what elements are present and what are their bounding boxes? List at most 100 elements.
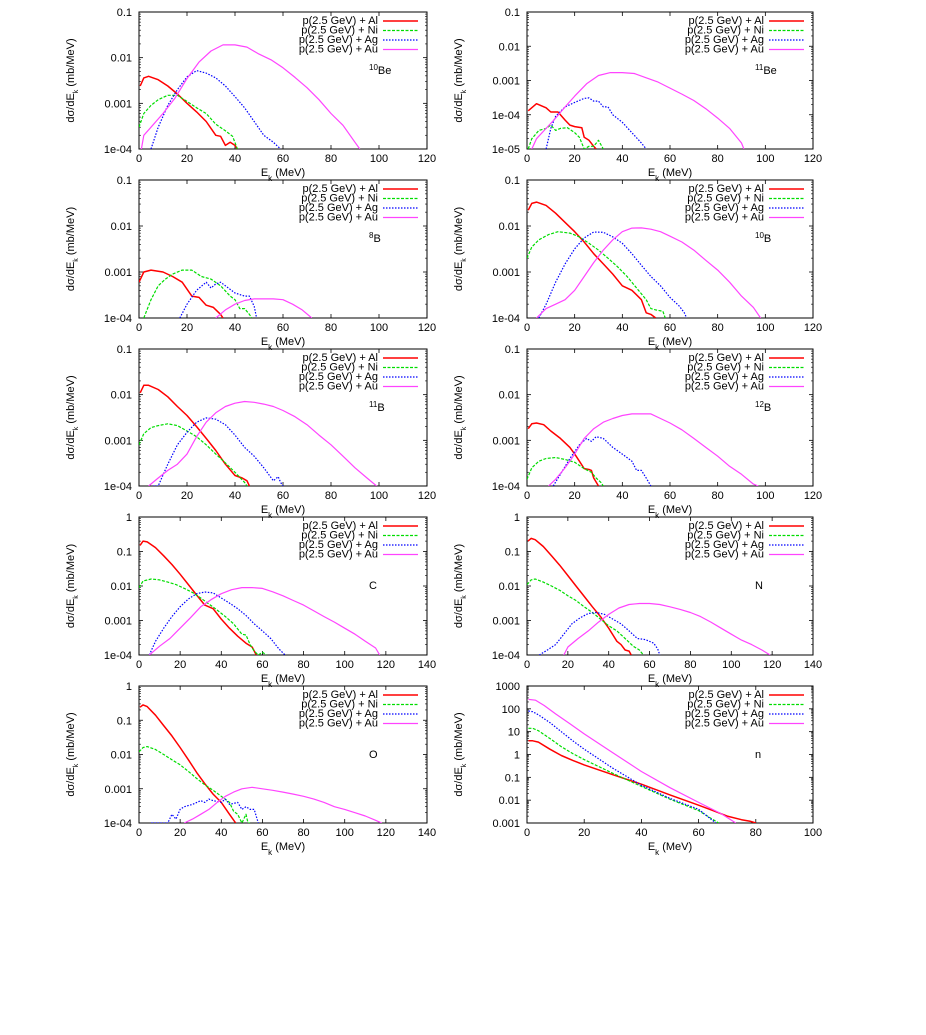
series-line: [527, 231, 666, 318]
plot-frame: [138, 11, 428, 150]
x-tick-label: 20: [569, 490, 581, 502]
x-tick-label: 40: [229, 322, 241, 334]
y-axis-label: dσ/dEk (mb/MeV): [453, 375, 468, 459]
x-tick-label: 100: [756, 490, 774, 502]
series-line: [528, 740, 757, 823]
x-tick-label: 120: [418, 153, 436, 165]
x-axis-label: Ek (MeV): [648, 167, 692, 183]
series-line: [179, 281, 258, 318]
x-tick-label: 20: [578, 827, 590, 839]
legend-label: p(2.5 GeV) + Ni: [301, 362, 378, 374]
series-line: [527, 124, 604, 149]
legend-label: p(2.5 GeV) + Au: [685, 718, 764, 730]
y-tick-label: 0.001: [492, 616, 520, 628]
y-tick-label: 100: [502, 704, 520, 716]
x-tick-label: 20: [569, 153, 581, 165]
nucleus-label: 12B: [755, 400, 771, 415]
x-tick-label: 80: [297, 659, 309, 671]
nucleus-label: 10B: [755, 231, 771, 246]
y-tick-label: 1: [126, 681, 132, 693]
panel-C: 0 20 40 60 80 100 120 140 1e-04 0.001 0.01 0.1 1 Ek (…: [65, 512, 436, 689]
x-tick-label: 40: [616, 490, 628, 502]
x-tick-label: 20: [569, 322, 581, 334]
series-line: [528, 698, 737, 823]
y-tick-label: 0.01: [111, 750, 132, 762]
legend-label: p(2.5 GeV) + Ni: [687, 362, 764, 374]
y-tick-label: 1: [126, 512, 132, 524]
y-tick-label: 0.001: [104, 616, 132, 628]
x-tick-label: 100: [722, 659, 740, 671]
y-tick-label: 10: [508, 727, 520, 739]
y-tick-label: 0.1: [117, 7, 132, 19]
x-tick-label: 0: [136, 490, 142, 502]
legend-label: p(2.5 GeV) + Ag: [685, 202, 764, 214]
nucleus-label: 11Be: [755, 63, 777, 78]
legend-label: p(2.5 GeV) + Al: [688, 15, 764, 27]
x-tick-label: 80: [684, 659, 696, 671]
legend-label: p(2.5 GeV) + Au: [685, 44, 764, 56]
legend-label: p(2.5 GeV) + Ni: [687, 530, 764, 542]
legend-label: p(2.5 GeV) + Al: [302, 183, 378, 195]
series-line: [531, 71, 745, 149]
y-tick-label: 1: [514, 512, 520, 524]
legend-label: p(2.5 GeV) + Au: [685, 549, 764, 561]
legend-label: p(2.5 GeV) + Ag: [299, 34, 378, 46]
x-tick-label: 0: [136, 827, 142, 839]
series-line: [563, 602, 771, 655]
x-tick-label: 60: [277, 153, 289, 165]
plot-frame: [138, 179, 428, 319]
legend-label: p(2.5 GeV) + Ni: [687, 25, 764, 37]
x-tick-label: 80: [712, 490, 724, 502]
y-tick-label: 0.01: [499, 581, 520, 593]
x-axis-label: Ek (MeV): [261, 336, 305, 352]
x-tick-label: 60: [664, 153, 676, 165]
series-line: [150, 69, 282, 149]
legend-label: p(2.5 GeV) + Al: [688, 183, 764, 195]
legend-label: p(2.5 GeV) + Au: [299, 381, 378, 393]
x-tick-label: 140: [418, 659, 436, 671]
y-tick-label: 0.001: [104, 435, 132, 447]
legend-label: p(2.5 GeV) + Al: [302, 352, 378, 364]
y-axis-label: dσ/dEk (mb/MeV): [65, 544, 80, 628]
y-tick-label: 0.01: [111, 221, 132, 233]
series-line: [139, 75, 239, 149]
legend-label: p(2.5 GeV) + Al: [302, 520, 378, 532]
y-tick-label: 0.01: [499, 221, 520, 233]
series-line: [184, 786, 382, 823]
legend-label: p(2.5 GeV) + Au: [299, 549, 378, 561]
legend-label: p(2.5 GeV) + Au: [299, 44, 378, 56]
y-tick-label: 0.01: [111, 53, 132, 65]
legend-label: p(2.5 GeV) + Au: [685, 381, 764, 393]
x-tick-label: 60: [664, 490, 676, 502]
y-tick-label: 0.1: [117, 547, 132, 559]
legend-label: p(2.5 GeV) + Ni: [301, 530, 378, 542]
y-axis-label: dσ/dEk (mb/MeV): [453, 712, 468, 796]
legend-label: p(2.5 GeV) + Ni: [687, 193, 764, 205]
x-tick-label: 80: [712, 322, 724, 334]
legend-label: p(2.5 GeV) + Al: [688, 352, 764, 364]
y-tick-label: 1e-04: [104, 650, 132, 662]
y-tick-label: 1e-04: [104, 313, 132, 325]
y-axis-label: dσ/dEk (mb/MeV): [65, 375, 80, 459]
y-tick-label: 0.01: [111, 581, 132, 593]
series-line: [527, 422, 600, 486]
x-tick-label: 40: [229, 153, 241, 165]
legend-label: p(2.5 GeV) + Ni: [301, 699, 378, 711]
x-tick-label: 0: [524, 659, 530, 671]
series-line: [148, 586, 381, 655]
x-tick-label: 140: [418, 827, 436, 839]
legend-label: p(2.5 GeV) + Au: [299, 212, 378, 224]
x-tick-label: 100: [756, 153, 774, 165]
series-line: [143, 269, 253, 318]
x-axis-label: Ek (MeV): [261, 673, 305, 689]
plot-frame: [526, 516, 814, 656]
y-tick-label: 1e-04: [104, 144, 132, 156]
y-axis-label: dσ/dEk (mb/MeV): [453, 207, 468, 291]
series-line: [536, 227, 762, 318]
plot-frame: [526, 11, 814, 150]
x-axis-label: Ek (MeV): [261, 167, 305, 183]
x-tick-label: 80: [325, 153, 337, 165]
x-axis-label: Ek (MeV): [261, 504, 305, 520]
legend-label: p(2.5 GeV) + Ni: [301, 25, 378, 37]
y-tick-label: 0.01: [499, 41, 520, 53]
